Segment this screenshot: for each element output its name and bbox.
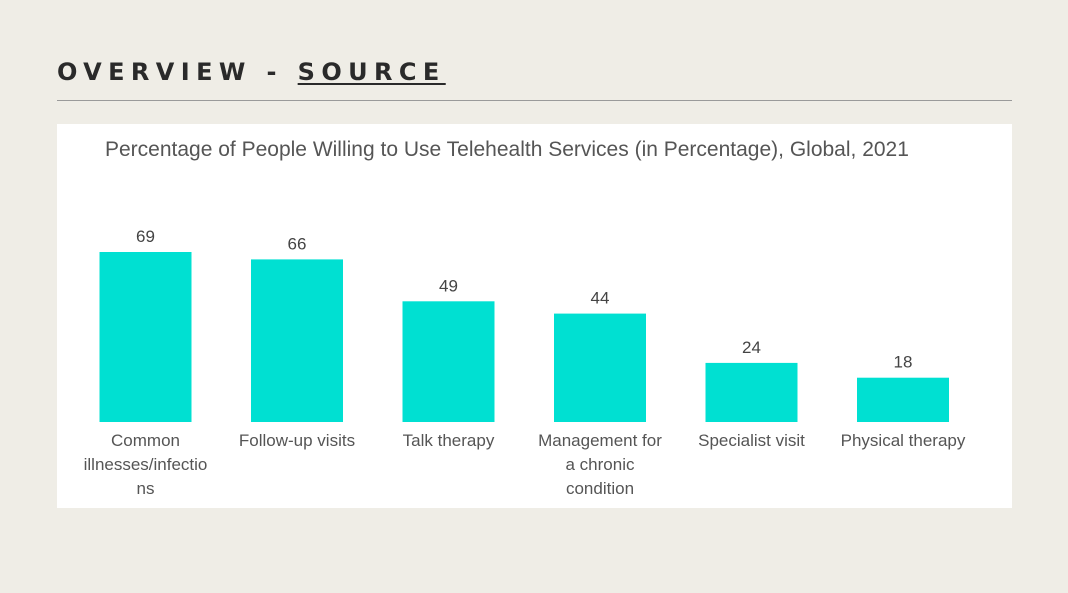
bar-4 [554, 313, 646, 422]
source-link[interactable]: SOURCE [297, 58, 446, 86]
data-label-6: 18 [894, 353, 913, 372]
chart-title: Percentage of People Willing to Use Tele… [105, 138, 909, 161]
data-label-3: 49 [439, 276, 458, 295]
bar-5 [705, 362, 798, 422]
bar-2 [251, 259, 343, 422]
category-label-2: Follow-up visits [239, 431, 355, 450]
category-label-1: Common illnesses/infectio ns [84, 431, 208, 498]
data-label-5: 24 [742, 338, 761, 357]
category-label-3: Talk therapy [403, 431, 495, 450]
bar-6 [857, 377, 949, 422]
data-label-1: 69 [136, 227, 155, 246]
bars-group: 69 Common illnesses/infectio ns 66 Follow-up … [84, 227, 966, 498]
bar-chart: Percentage of People Willing to Use Tele… [84, 138, 966, 498]
category-label-5: Specialist visit [698, 431, 805, 450]
bar-1 [99, 252, 192, 422]
bar-3 [402, 301, 495, 422]
data-label-2: 66 [288, 234, 307, 253]
header-divider [57, 100, 1012, 101]
page-header: OVERVIEW - SOURCE [57, 58, 446, 86]
category-label-4: Management for a chronic condition [538, 431, 662, 498]
category-label-6: Physical therapy [841, 431, 966, 450]
chart-panel: Percentage of People Willing to Use Tele… [57, 124, 1012, 508]
page-title: OVERVIEW - [57, 58, 298, 86]
data-label-4: 44 [591, 289, 610, 308]
